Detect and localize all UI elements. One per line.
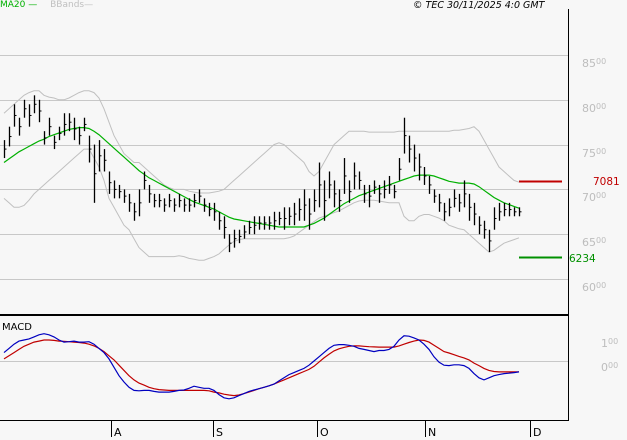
level-lines (519, 180, 562, 259)
price-axis-label: 7000 (582, 191, 607, 205)
price-axis-label: 6000 (582, 281, 607, 294)
ma20-line (3, 126, 520, 228)
price-axis-label: 8000 (582, 101, 607, 115)
macd-lines (0, 333, 568, 400)
macd-axis-label: 000 (601, 361, 619, 374)
x-axis-label: O (320, 426, 329, 439)
legend-bbands: BBands— (50, 0, 94, 10)
macd-title: MACD (2, 322, 32, 333)
price-axis-label: 8500 (582, 57, 607, 70)
resistance-level-label: 7081 (593, 176, 620, 188)
x-axis-label: N (428, 426, 437, 439)
support-level-label: 6234 (569, 253, 596, 265)
x-axis-label: A (114, 426, 122, 439)
x-axis-label: S (216, 426, 223, 439)
price-axis-label: 7500 (582, 146, 607, 160)
x-axis-label: D (533, 426, 542, 439)
price-axis-label: 6500 (582, 236, 607, 250)
macd-axis-label: 100 (601, 337, 619, 350)
ohlc-bars (3, 95, 522, 253)
chart-legend: MA20 — BBands— (0, 0, 93, 11)
copyright-timestamp: © TEC 30/11/2025 4:0 GMT (413, 0, 545, 11)
x-axis-ticks (111, 421, 531, 437)
legend-ma20: MA20 — (0, 0, 38, 10)
